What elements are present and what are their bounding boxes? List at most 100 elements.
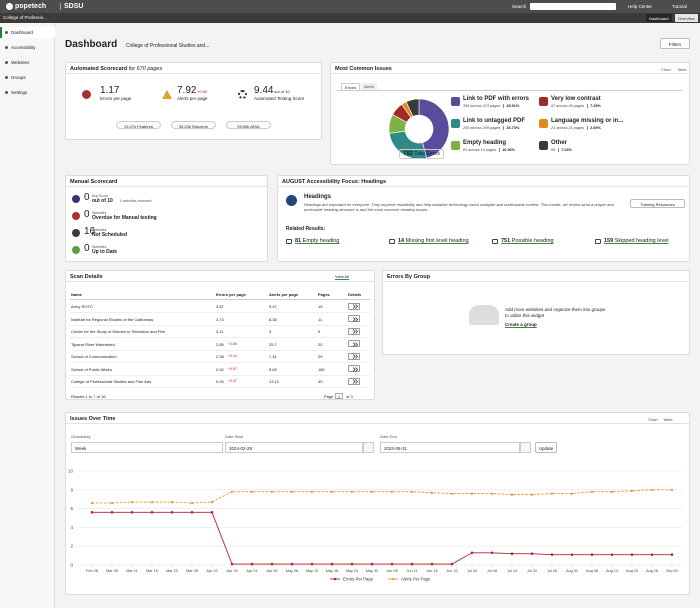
details-button[interactable] [348, 340, 360, 347]
errors-value: 1.17 [100, 85, 120, 96]
site-name[interactable]: School of Communication [71, 354, 117, 359]
nav-item[interactable]: Groups [11, 75, 26, 80]
item-value: 16 [84, 226, 96, 237]
scope-selector[interactable]: College of Professio... [3, 15, 48, 20]
filters-button[interactable]: Filters [660, 38, 690, 49]
view-tab[interactable]: Chart [661, 67, 671, 72]
chevron-icon [352, 354, 359, 359]
alerts-cell: 8.36 [269, 316, 277, 322]
errors-change: +0.47 [228, 379, 237, 383]
nav-item[interactable]: Settings [11, 90, 28, 95]
focus-heading: Headings [304, 194, 332, 200]
site-name[interactable]: Army ROTC [71, 304, 93, 309]
start-calendar[interactable] [363, 442, 374, 453]
pages-cell: 20 [318, 341, 323, 347]
alerts-cell: 5.63 [269, 366, 277, 372]
scan-footer: Results 1 to 7 of 16. [71, 394, 107, 399]
search-input[interactable] [530, 3, 616, 10]
sub-nav [0, 13, 700, 23]
site-name[interactable]: College of Professional Studies and Fine… [71, 379, 152, 384]
chevron-icon [352, 341, 359, 347]
related-icon [389, 239, 395, 244]
item-label: Up to Date [92, 249, 117, 255]
manual-scorecard: Manual Scorecard 0 Avg Score out of 10 0 we… [65, 175, 268, 262]
view-all[interactable]: View All [335, 274, 349, 279]
item-label: out of 10 [92, 198, 113, 204]
column-header: Errors per page [216, 292, 246, 297]
details-button[interactable] [348, 315, 360, 322]
issue-detail: 359 across 213 pages [463, 104, 501, 108]
chevron-icon [352, 366, 359, 372]
details-button[interactable] [348, 365, 360, 372]
issue-detail: 57 across 49 pages [551, 104, 585, 108]
panel-header: Issues Over Time [66, 413, 689, 424]
pages-cell: 11 [318, 316, 323, 322]
subnav-tab[interactable]: Dashboard [646, 14, 672, 22]
score-suffix: out of 10 [274, 89, 290, 94]
page-input[interactable]: 1 [335, 393, 343, 399]
issue-tab[interactable]: Errors [341, 83, 360, 91]
alert-icon [162, 90, 172, 99]
nav-item[interactable]: Accessibility [11, 45, 36, 50]
related-item[interactable]: 159 Skipped heading level [604, 238, 669, 244]
update-button[interactable]: Update [535, 442, 557, 453]
details-button[interactable] [348, 302, 360, 310]
errors-cell: 2.02 [216, 366, 224, 372]
site-name[interactable]: Institute for Regional Studies of the Ca… [71, 316, 154, 322]
issue-name[interactable]: Other [551, 140, 568, 146]
related-count: 159 [604, 238, 614, 244]
view-tab[interactable]: Table [677, 67, 687, 72]
alerts-label: Alerts per page [177, 96, 208, 101]
related-count: 14 [398, 238, 405, 244]
item-value: 0 [84, 209, 90, 220]
granularity-select[interactable]: Week [71, 442, 223, 453]
search-label: Search [512, 4, 527, 9]
related-item[interactable]: 751 Possible heading [501, 238, 554, 244]
alerts-cell: 9.47 [269, 304, 277, 309]
site-name[interactable]: School of Public Affairs [71, 366, 112, 372]
related-item[interactable]: 14 Missing first level heading [398, 238, 469, 244]
issue-name[interactable]: Language missing or in... [551, 118, 624, 124]
issue-detail: 55 [551, 148, 556, 152]
view-tab[interactable]: Chart [648, 417, 658, 422]
nav-item[interactable]: Dashboard [11, 30, 34, 35]
subnav-tab[interactable]: Overview [675, 14, 698, 22]
errors-cell: 3.11 [216, 329, 224, 334]
nav-item[interactable]: Websites [11, 60, 30, 65]
issue-name[interactable]: Very low contrast [551, 96, 601, 102]
issue-name[interactable]: Link to untagged PDF [463, 118, 525, 124]
related-item[interactable]: 81 Empty heading [295, 238, 339, 244]
status-icon [72, 229, 80, 237]
site-name[interactable]: Tijuana River Watershed [71, 341, 115, 347]
create-group[interactable]: Create a group [505, 322, 537, 327]
details-button[interactable] [348, 352, 360, 360]
status-icon [72, 212, 80, 220]
related-label: Skipped heading level [614, 238, 669, 244]
issue-name[interactable]: Empty heading [463, 140, 507, 146]
tutorial[interactable]: Tutorial [672, 4, 687, 9]
brand[interactable]: popetech [15, 3, 47, 10]
issue-share: 7.03% [558, 148, 572, 152]
site-name[interactable]: Center for the Study of Women in Televis… [71, 329, 166, 334]
issue-tab[interactable]: Alerts [361, 83, 378, 90]
group-icon [469, 305, 499, 325]
issue-icon [451, 97, 460, 106]
issue-name[interactable]: Link to PDF with errors [463, 96, 530, 102]
related-title: Related Results: [286, 226, 326, 232]
end-calendar[interactable] [520, 442, 531, 453]
end-input[interactable]: 2024-08-31 [380, 442, 520, 453]
pages-cell: 29 [318, 354, 323, 359]
pages-cell: 40 [318, 379, 323, 384]
related-label: Empty heading [302, 238, 340, 244]
row-rule [70, 362, 370, 363]
score-label: Automated Testing Score [254, 96, 305, 101]
view-tab[interactable]: Table [663, 417, 673, 422]
training-button[interactable]: Training Resources [630, 199, 685, 208]
details-button[interactable] [348, 377, 360, 385]
details-button[interactable] [348, 327, 360, 335]
help-center[interactable]: Help Center [628, 4, 653, 9]
status-icon [72, 246, 80, 254]
start-input[interactable]: 2024-02-28 [225, 442, 363, 453]
related-icon [492, 239, 498, 244]
